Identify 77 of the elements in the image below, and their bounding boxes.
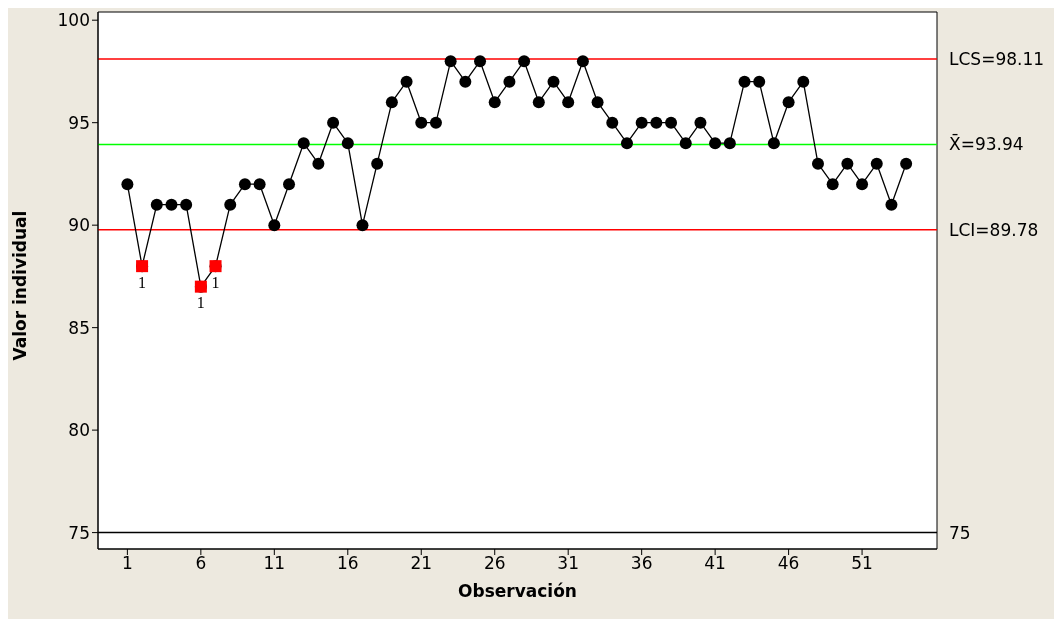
point [165,198,178,211]
point [415,116,428,129]
point [327,116,340,129]
annotation: 1 [138,273,147,291]
point [121,178,134,191]
point [474,55,487,68]
point [356,219,369,232]
point [576,55,589,68]
x-tick-label: 1 [121,553,133,574]
point [709,137,722,150]
x-tick-label: 6 [195,553,207,574]
point [753,75,766,88]
point [518,55,531,68]
point [885,198,898,211]
point [591,96,604,109]
x-tick-label: 31 [557,553,580,574]
point [811,157,824,170]
point [253,178,266,191]
y-tick-label: 100 [57,10,90,31]
point [297,137,310,150]
point [767,137,780,150]
point [723,137,736,150]
x-axis-title: Observación [458,581,577,601]
y-tick-label: 90 [68,215,90,236]
annotation: 1 [211,273,220,291]
point [444,55,457,68]
ref-line-label: LCS=98.11 [949,48,1045,69]
point [694,116,707,129]
point [665,116,678,129]
point [782,96,795,109]
point [503,75,516,88]
point [679,137,692,150]
point [635,116,648,129]
point [341,137,354,150]
point [224,198,237,211]
x-tick-label: 16 [336,553,359,574]
point [826,178,839,191]
point [841,157,854,170]
y-tick-label: 85 [68,317,90,338]
ref-line-label: LCI=89.78 [949,219,1039,240]
point [371,157,384,170]
y-tick-label: 80 [68,420,90,441]
x-tick-label: 11 [263,553,286,574]
annotation: 1 [196,294,205,312]
point [429,116,442,129]
point [900,157,913,170]
point [856,178,869,191]
point [385,96,398,109]
point [180,198,193,211]
x-tick-label: 21 [410,553,433,574]
point [562,96,575,109]
point [312,157,325,170]
point [150,198,163,211]
y-tick-label: 75 [68,522,90,543]
point [870,157,883,170]
x-tick-label: 26 [483,553,506,574]
point [547,75,560,88]
point [797,75,810,88]
x-tick-label: 46 [777,553,800,574]
point [400,75,413,88]
y-axis-title: Valor individual [10,210,31,361]
point [650,116,663,129]
point [488,96,501,109]
ref-line-label: 75 [949,522,971,543]
point [532,96,545,109]
point [459,75,472,88]
point [268,219,281,232]
point [620,137,633,150]
x-tick-label: 51 [851,553,873,574]
y-tick-label: 95 [68,112,90,133]
x-tick-label: 41 [704,553,726,574]
point [283,178,296,191]
x-tick-label: 36 [630,553,653,574]
ref-line-label: X̄=93.94 [949,133,1024,155]
point [606,116,619,129]
point [738,75,751,88]
point [238,178,251,191]
